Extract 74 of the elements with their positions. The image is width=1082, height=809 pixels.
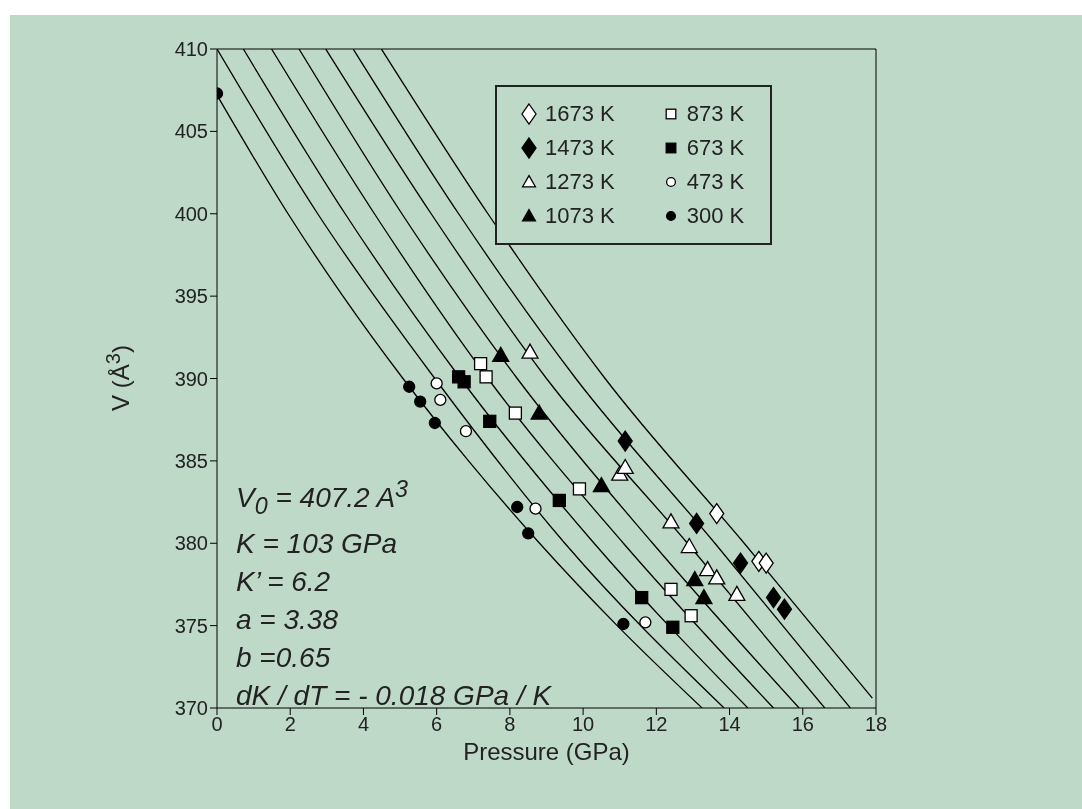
point (776, 598, 793, 620)
point (529, 502, 542, 515)
legend-label: 1273 K (545, 169, 615, 195)
annotation: V$_{0}$ = 407.2 A$^{3}$ (236, 475, 410, 521)
point (403, 380, 416, 393)
legend-label: 473 K (686, 169, 745, 195)
point (698, 560, 717, 577)
x-tick-label: 4 (357, 713, 370, 736)
point (728, 585, 746, 601)
point (765, 586, 782, 609)
point (664, 582, 678, 597)
legend-label: 1473 K (545, 135, 615, 161)
y-tick-label: 375 (174, 614, 208, 637)
point (483, 414, 497, 428)
point (459, 425, 473, 438)
point (473, 357, 488, 371)
x-tick-label: 18 (864, 713, 888, 736)
legend-label: 1673 K (545, 101, 615, 127)
annotation: a = 3.38 (236, 602, 339, 637)
y-tick-label: 380 (174, 532, 208, 555)
point (508, 406, 523, 420)
x-axis-title: Pressure (GPa) (463, 738, 630, 765)
point (666, 620, 680, 634)
point (492, 346, 510, 363)
x-tick-label: 6 (431, 713, 443, 736)
x-tick-label: 14 (718, 713, 741, 736)
point (695, 588, 713, 605)
y-tick-label: 405 (174, 120, 208, 143)
y-tick-label: 385 (174, 449, 208, 472)
x-tick-label: 2 (284, 713, 296, 736)
point (686, 570, 704, 587)
point (639, 616, 652, 629)
x-tick-label: 10 (571, 713, 595, 736)
legend-label: 300 K (686, 203, 745, 229)
point (684, 609, 698, 623)
point (511, 500, 524, 514)
point (758, 552, 774, 574)
legend-label: 673 K (686, 135, 745, 161)
point (457, 375, 471, 389)
point (430, 377, 443, 390)
point (680, 537, 698, 554)
annotation: dK / dT = - 0.018 GPa / K (236, 678, 552, 713)
point (572, 482, 587, 496)
point (434, 393, 447, 407)
point (616, 458, 634, 475)
y-tick-label: 390 (174, 367, 208, 390)
point (428, 416, 441, 430)
point (708, 569, 726, 585)
annotation: K’ = 6.2 (236, 564, 332, 599)
point (617, 617, 630, 631)
point (662, 513, 680, 529)
point (552, 493, 566, 508)
point (530, 404, 548, 420)
point (635, 590, 649, 605)
x-tick-label: 8 (504, 713, 516, 736)
annotation: K = 103 GPa (236, 526, 399, 561)
point (479, 370, 493, 384)
x-tick-label: 12 (645, 713, 668, 736)
legend-label: 1073 K (545, 203, 615, 229)
legend-label: 873 K (686, 101, 745, 127)
x-tick-label: 0 (211, 713, 223, 736)
y-tick-label: 400 (174, 202, 208, 225)
point (414, 395, 427, 408)
x-tick-label: 16 (791, 713, 814, 736)
point (688, 512, 705, 535)
annotation: b =0.65 (236, 640, 332, 675)
point (732, 552, 749, 574)
y-tick-label: 395 (174, 285, 208, 308)
y-tick-label: 370 (174, 697, 208, 720)
point (521, 343, 539, 359)
point (592, 476, 611, 493)
y-tick-label: 410 (174, 38, 208, 61)
point (522, 527, 535, 540)
point (617, 430, 633, 452)
